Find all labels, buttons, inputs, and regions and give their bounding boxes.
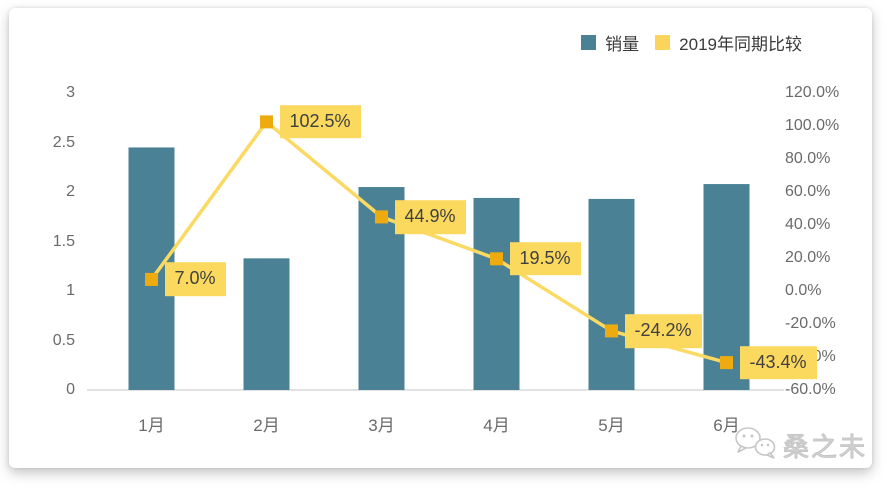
yoy-marker-6月: [720, 356, 733, 370]
x-axis-label: 5月: [598, 416, 625, 435]
wechat-icon: [733, 425, 779, 466]
yoy-marker-3月: [375, 210, 388, 224]
left-axis-tick: 3: [66, 84, 75, 101]
data-label: -43.4%: [739, 345, 817, 380]
right-axis-tick: -60.0%: [785, 381, 836, 398]
left-axis-tick: 2: [66, 183, 75, 200]
legend-swatch-sales: [581, 35, 597, 50]
x-axis-label: 4月: [483, 416, 510, 435]
right-axis-tick: 100.0%: [785, 117, 840, 134]
watermark: 桑之未: [733, 425, 867, 466]
right-axis-tick: 40.0%: [785, 216, 831, 233]
legend-label-sales: 销量: [605, 35, 640, 54]
yoy-marker-5月: [605, 324, 618, 338]
x-axis-label: 1月: [138, 416, 165, 435]
legend-label-yoy: 2019年同期比较: [679, 35, 802, 54]
legend: 销量 2019年同期比较: [581, 30, 802, 55]
right-axis-tick: 60.0%: [785, 183, 831, 200]
data-label: 7.0%: [164, 262, 226, 297]
chart-card: 销量 2019年同期比较 3 2.5 2 1.5 1 0.5 0 120.0% 100.0% 80…: [9, 8, 872, 468]
legend-swatch-yoy: [655, 35, 671, 50]
yoy-marker-1月: [145, 272, 158, 286]
yoy-marker-2月: [260, 115, 273, 129]
data-label: 44.9%: [394, 200, 466, 234]
legend-item-sales: 销量: [581, 30, 639, 55]
x-axis-label: 6月: [713, 416, 740, 435]
right-axis-tick: -20.0%: [785, 315, 836, 332]
x-axis-label: 3月: [368, 416, 395, 435]
left-axis-tick: 0.5: [52, 331, 75, 349]
right-axis-tick: 0.0%: [785, 282, 822, 299]
watermark-text: 桑之未: [782, 432, 867, 463]
sales-bar-2月: [243, 258, 290, 390]
data-label: -24.2%: [624, 314, 702, 348]
right-axis-tick: 20.0%: [785, 249, 831, 266]
left-axis-tick: 1: [66, 282, 75, 299]
left-axis-tick: 1.5: [52, 232, 75, 250]
legend-item-yoy: 2019年同期比较: [655, 30, 802, 55]
sales-bar-5月: [588, 198, 635, 390]
data-label: 19.5%: [509, 242, 581, 276]
chart-overlay: 3 2.5 2 1.5 1 0.5 0 120.0% 100.0% 80.0% 60.0% 40.0%…: [9, 8, 872, 468]
yoy-marker-4月: [490, 252, 503, 266]
sales-bar-4月: [473, 197, 520, 390]
data-label: 102.5%: [279, 105, 361, 139]
right-axis-tick: 120.0%: [785, 84, 840, 101]
right-axis-tick: 80.0%: [785, 150, 831, 167]
left-axis-tick: 2.5: [52, 133, 75, 151]
left-axis-tick: 0: [66, 381, 75, 398]
x-axis-label: 2月: [253, 416, 280, 435]
